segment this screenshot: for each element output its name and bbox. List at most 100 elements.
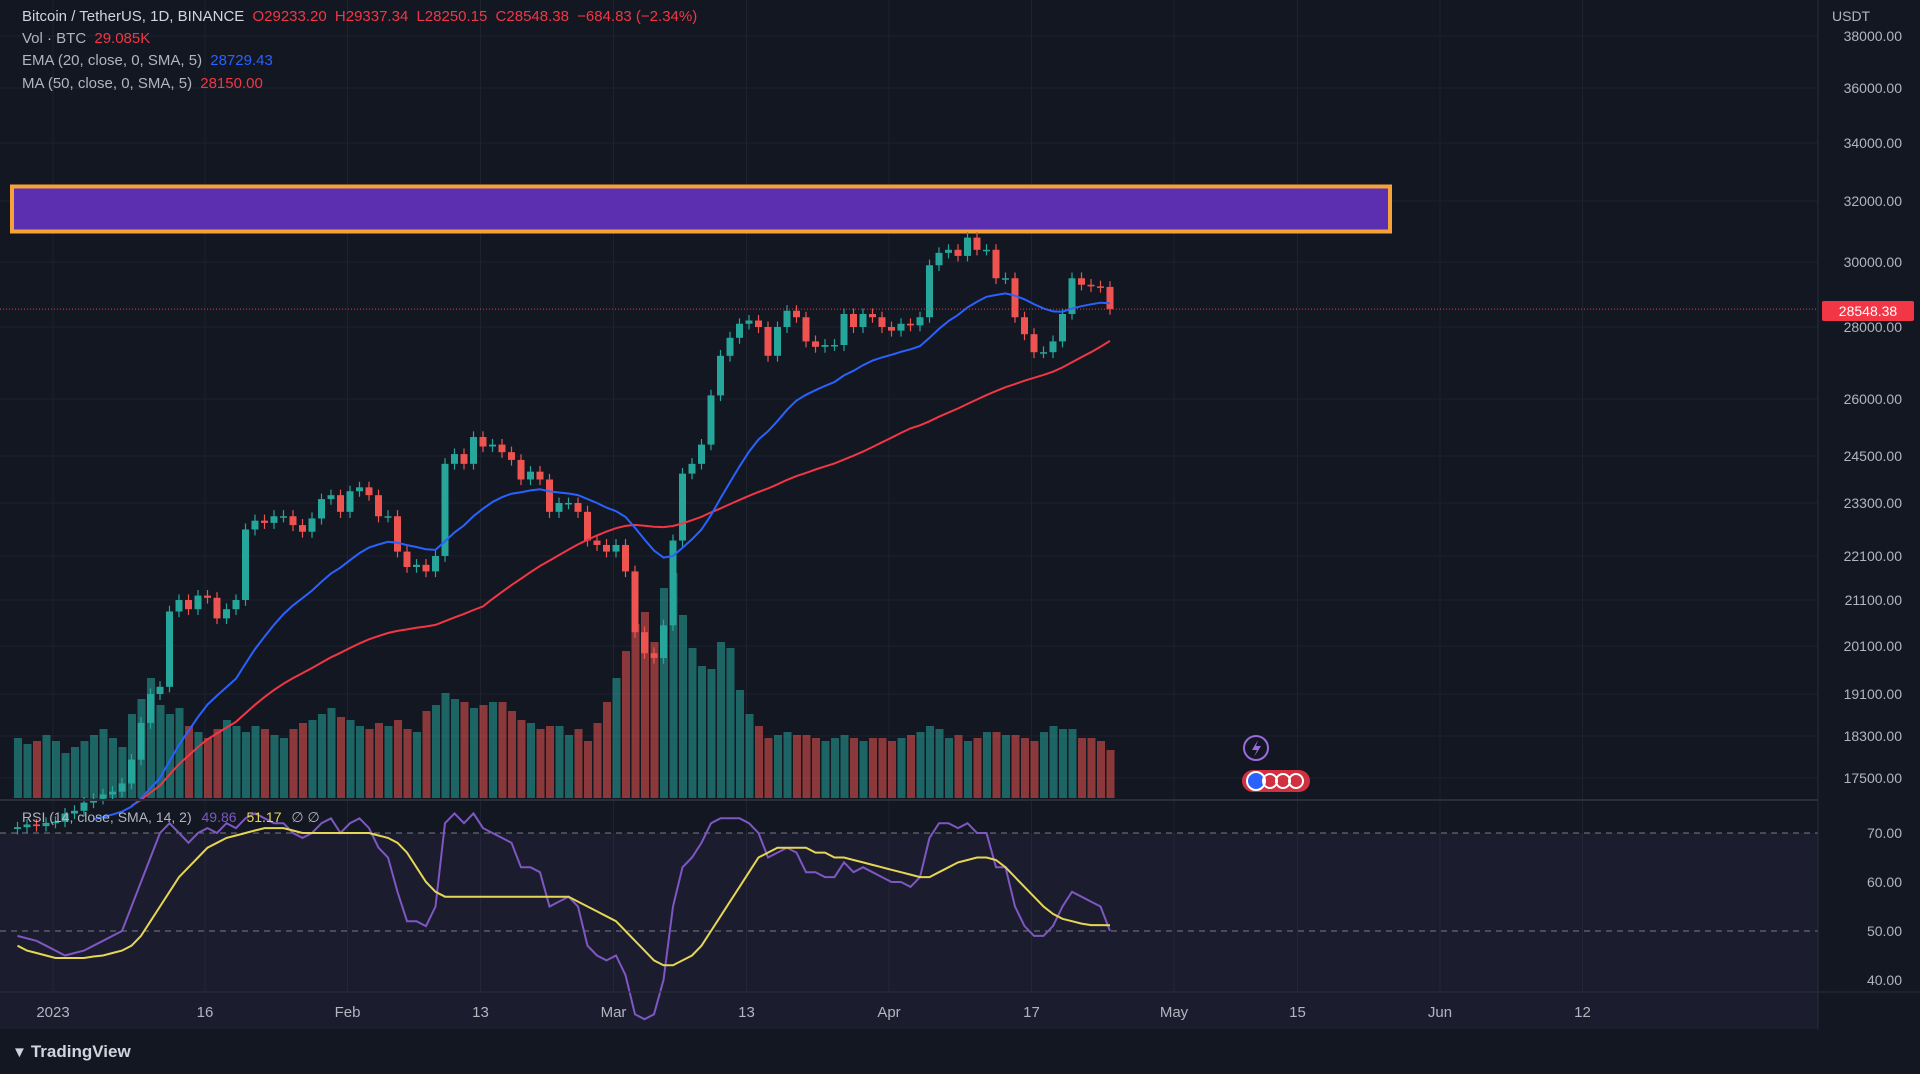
volume-bar	[821, 741, 830, 798]
volume-bar	[916, 732, 925, 798]
volume-bar	[460, 702, 469, 798]
volume-bar	[717, 642, 725, 798]
candle-body	[717, 355, 724, 396]
candle-body	[945, 249, 952, 253]
volume-bar	[23, 744, 32, 798]
volume-bar	[926, 726, 934, 798]
candle-body	[394, 516, 401, 552]
candle-body	[660, 625, 667, 658]
rsi-tick-label: 60.00	[1867, 874, 1902, 890]
time-tick-label: 13	[738, 1004, 755, 1021]
resistance-zone[interactable]	[10, 184, 1392, 234]
candle-body	[1049, 341, 1057, 353]
volume-bar	[327, 708, 336, 798]
candle-body	[859, 314, 867, 327]
candle-body	[878, 317, 886, 327]
candlesticks	[14, 231, 1114, 835]
candle-body	[1106, 286, 1114, 310]
ma-legend[interactable]: MA (50, close, 0, SMA, 5) 28150.00	[22, 75, 267, 92]
candle-body	[384, 516, 392, 518]
candle-body	[327, 495, 335, 500]
candle-body	[897, 323, 905, 331]
volume-bar	[945, 738, 953, 798]
time-axis[interactable]: 2023 16 Feb 13 Mar 13 Apr 17 May 15 Jun 12	[36, 1004, 1591, 1021]
candle-body	[213, 597, 221, 619]
volume-bar	[812, 738, 820, 798]
volume-bar	[783, 732, 792, 798]
volume-bar	[384, 726, 393, 798]
candle-body	[726, 337, 734, 356]
volume-bar	[375, 723, 383, 798]
volume-bar	[441, 693, 450, 798]
symbol-title[interactable]: Bitcoin / TetherUS, 1D, BINANCE	[22, 8, 245, 25]
price-tick-label: 20100.00	[1844, 638, 1903, 654]
volume-bar	[954, 735, 963, 798]
volume-bar	[308, 720, 317, 798]
volume-bar	[451, 699, 459, 798]
price-axis[interactable]: 38000.00 36000.00 34000.00 32000.00 30000.00…	[1844, 28, 1903, 786]
volume-bar	[907, 735, 915, 798]
volume-bar	[1021, 738, 1029, 798]
tradingview-logo-icon: ▼	[12, 1044, 27, 1061]
candle-body	[223, 609, 230, 619]
candle-body	[128, 759, 135, 784]
volume-bar	[973, 738, 982, 798]
price-tick-label: 24500.00	[1844, 448, 1903, 464]
volume-bar	[793, 735, 801, 798]
candle-body	[603, 544, 610, 552]
candle-body	[907, 323, 914, 326]
candle-body	[517, 459, 525, 480]
volume-bar	[394, 720, 402, 798]
tradingview-logo[interactable]: ▼ TradingView	[12, 1042, 131, 1062]
candle-body	[840, 314, 848, 345]
candle-body	[261, 520, 268, 523]
candle-body	[109, 791, 116, 795]
candle-body	[774, 327, 781, 356]
ema-value: 28729.43	[210, 52, 273, 69]
candle-body	[707, 395, 715, 445]
candle-body	[52, 821, 59, 824]
volume-bar	[118, 747, 127, 798]
events-markers[interactable]	[1242, 770, 1310, 792]
ema-label: EMA (20, close, 0, SMA, 5)	[22, 52, 203, 69]
volume-bar	[223, 720, 231, 798]
volume-bar	[185, 726, 193, 798]
rsi-tick-label: 70.00	[1867, 825, 1902, 841]
volume-bar	[1059, 729, 1067, 798]
candle-body	[166, 611, 173, 687]
candle-body	[973, 237, 981, 250]
volume-bar	[71, 747, 79, 798]
volume-bar	[964, 741, 972, 798]
volume-bar	[109, 738, 117, 798]
volume-bar	[527, 723, 535, 798]
candle-body	[688, 463, 696, 474]
ema-legend[interactable]: EMA (20, close, 0, SMA, 5) 28729.43	[22, 52, 277, 69]
alert-icon[interactable]	[1243, 735, 1269, 761]
candle-body	[489, 444, 496, 447]
candle-body	[147, 694, 154, 723]
candle-body	[280, 516, 287, 518]
price-tick-label: 22100.00	[1844, 548, 1903, 564]
candle-body	[612, 544, 620, 552]
volume-bar	[603, 702, 611, 798]
candle-body	[451, 454, 458, 464]
symbol-legend: Bitcoin / TetherUS, 1D, BINANCE O29233.2…	[22, 8, 701, 25]
price-tick-label: 38000.00	[1844, 28, 1903, 44]
candle-body	[99, 794, 107, 799]
time-tick-label: 13	[472, 1004, 489, 1021]
volume-legend[interactable]: Vol · BTC 29.085K	[22, 30, 154, 47]
volume-bar	[42, 735, 51, 798]
volume-bar	[736, 690, 744, 798]
ma-50-line	[130, 340, 1111, 807]
volume-bar	[850, 738, 858, 798]
volume-bar	[80, 741, 89, 798]
candle-body	[1087, 284, 1095, 287]
last-price-tag: 28548.38	[1822, 301, 1914, 321]
ema-20-line	[93, 292, 1111, 821]
candle-body	[289, 516, 297, 526]
price-tick-label: 23300.00	[1844, 495, 1903, 511]
candle-body	[1011, 278, 1019, 318]
volume-bar	[546, 726, 554, 798]
rsi-legend[interactable]: RSI (14, close, SMA, 14, 2) 49.86 51.17 …	[22, 809, 320, 826]
